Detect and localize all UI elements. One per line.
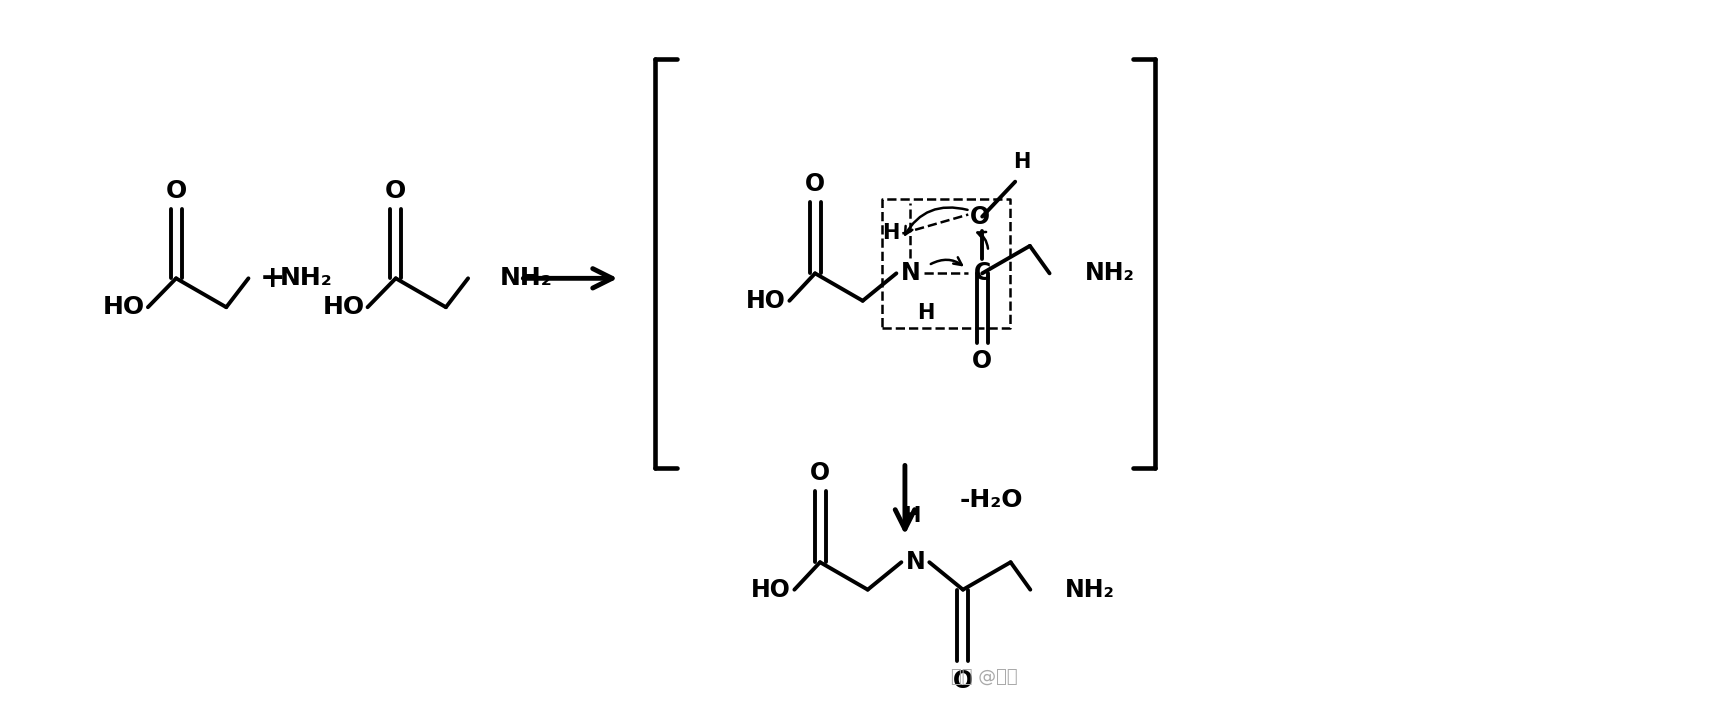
Text: H: H <box>882 223 899 244</box>
Text: O: O <box>952 669 973 693</box>
Text: HO: HO <box>103 295 146 320</box>
Text: NH₂: NH₂ <box>1065 578 1115 602</box>
Text: NH₂: NH₂ <box>500 266 552 291</box>
Text: N: N <box>906 550 925 574</box>
Text: +: + <box>260 264 286 293</box>
Text: N: N <box>901 261 920 286</box>
Text: O: O <box>166 179 187 202</box>
Text: O: O <box>970 205 990 228</box>
Text: HO: HO <box>745 288 785 313</box>
Text: H: H <box>1014 152 1031 172</box>
Text: O: O <box>810 461 831 484</box>
Text: NH₂: NH₂ <box>1084 261 1134 286</box>
Text: O: O <box>385 179 406 202</box>
Text: H: H <box>916 303 934 323</box>
Text: O: O <box>805 171 826 196</box>
Text: -H₂O: -H₂O <box>959 489 1023 513</box>
Text: H: H <box>903 506 920 526</box>
Text: 知乎 @小括: 知乎 @小括 <box>951 668 1018 686</box>
Text: O: O <box>973 349 992 373</box>
Text: HO: HO <box>750 578 790 602</box>
Text: NH₂: NH₂ <box>279 266 332 291</box>
Text: C: C <box>973 261 990 286</box>
Text: HO: HO <box>322 295 365 320</box>
